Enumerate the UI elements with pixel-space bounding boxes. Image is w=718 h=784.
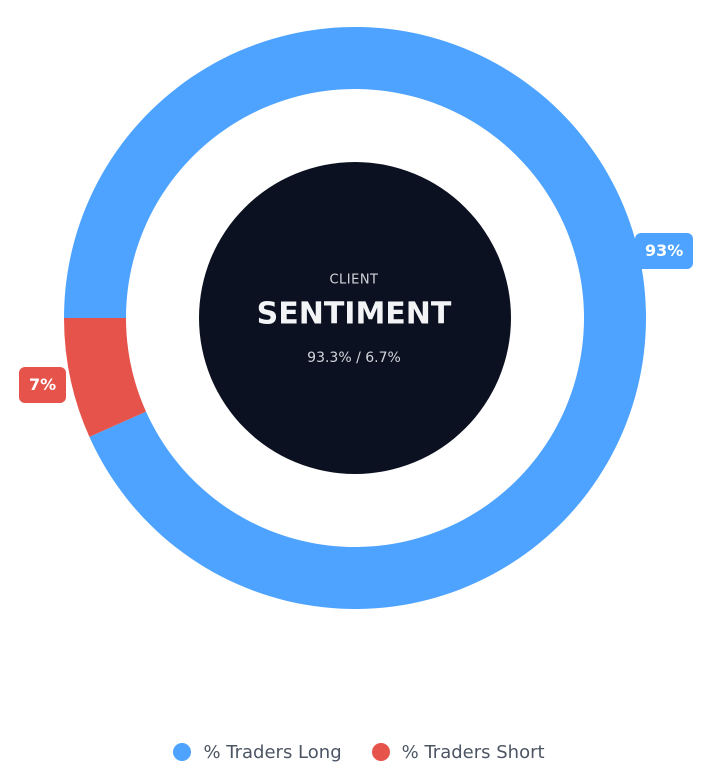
center-kicker: CLIENT [329,272,379,288]
legend-label-short: % Traders Short [401,741,545,763]
slice-label-short: 7% [19,367,67,403]
legend: % Traders Long % Traders Short [0,740,718,764]
legend-swatch-short [371,743,390,761]
legend-item-long[interactable]: % Traders Long [173,741,342,763]
legend-item-short[interactable]: % Traders Short [371,741,545,763]
legend-swatch-long [173,743,192,761]
legend-label-long: % Traders Long [203,741,342,763]
center-title: SENTIMENT [256,296,452,332]
slice-short[interactable] [64,318,146,437]
center-disc [199,162,511,474]
center-ratio: 93.3% / 6.7% [307,350,401,366]
slice-label-long: 93% [635,233,694,269]
